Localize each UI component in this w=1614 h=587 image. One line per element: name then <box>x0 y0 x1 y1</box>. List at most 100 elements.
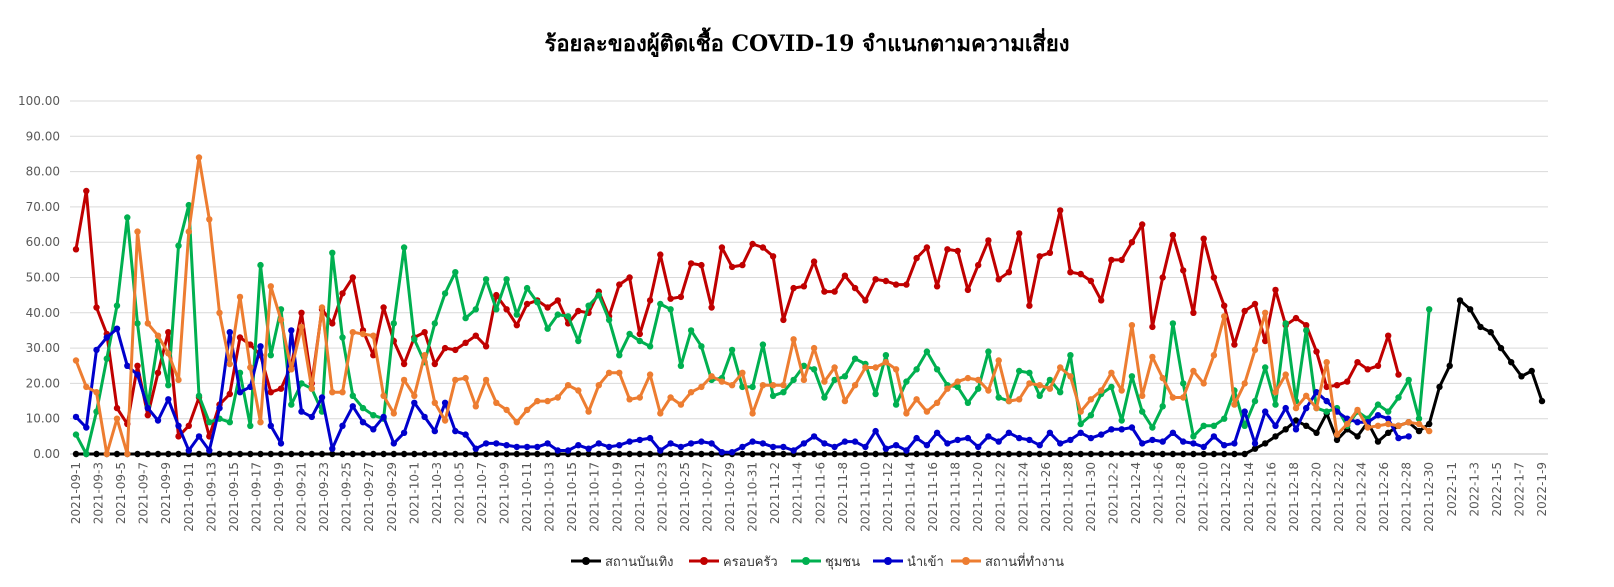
data-point <box>575 307 582 315</box>
y-tick-label: 50.00 <box>26 271 60 285</box>
x-tick-label: 2021-12-10 <box>1197 462 1211 532</box>
data-point <box>1374 362 1382 369</box>
data-point <box>1057 389 1064 396</box>
data-point <box>380 304 387 311</box>
data-point <box>769 253 777 260</box>
data-point <box>800 450 808 458</box>
data-point <box>1210 450 1218 458</box>
data-point <box>236 450 244 458</box>
data-point <box>1190 433 1197 440</box>
x-tick-label: 2021-09-3 <box>92 462 106 524</box>
data-point <box>421 329 428 336</box>
data-point <box>1118 387 1125 394</box>
data-point <box>800 362 808 369</box>
data-point <box>165 450 172 458</box>
y-tick-label: 80.00 <box>26 165 60 179</box>
data-point <box>892 442 900 449</box>
data-point <box>1139 408 1146 415</box>
data-point <box>1323 397 1330 405</box>
data-point <box>175 376 182 384</box>
data-point <box>349 274 356 281</box>
data-point <box>575 387 582 394</box>
data-point <box>1292 426 1300 433</box>
data-point <box>72 450 80 458</box>
y-tick-label: 60.00 <box>26 235 60 249</box>
data-point <box>1415 415 1423 422</box>
data-point <box>1149 424 1156 431</box>
data-point <box>1128 239 1136 246</box>
data-point <box>288 450 295 458</box>
data-point <box>534 450 541 458</box>
data-point <box>913 434 920 442</box>
data-point <box>1067 269 1074 276</box>
data-point <box>1108 369 1115 376</box>
data-point <box>1405 419 1412 426</box>
data-point <box>954 378 961 385</box>
x-tick-label: 2021-12-12 <box>1219 462 1233 532</box>
x-tick-label: 2021-12-6 <box>1152 462 1166 524</box>
data-point <box>1149 323 1156 331</box>
data-point <box>1364 366 1371 373</box>
x-tick-label: 2022-1-3 <box>1467 462 1481 516</box>
data-point <box>544 304 551 311</box>
data-point <box>1036 382 1043 389</box>
x-tick-label: 2021-11-6 <box>813 462 827 524</box>
data-point <box>206 216 213 223</box>
data-point <box>841 450 849 458</box>
data-point <box>165 396 172 403</box>
data-point <box>585 302 592 309</box>
data-point <box>1005 429 1013 436</box>
data-point <box>113 450 121 458</box>
data-point <box>452 376 459 384</box>
data-point <box>1128 450 1136 458</box>
data-point <box>411 336 418 343</box>
data-point <box>1026 369 1033 376</box>
x-tick-label: 2021-10-7 <box>475 462 489 524</box>
data-point <box>72 246 80 253</box>
data-point <box>1385 420 1392 428</box>
data-point <box>554 311 561 318</box>
data-point <box>1251 300 1259 308</box>
data-point <box>933 399 941 406</box>
data-point <box>1036 442 1043 449</box>
x-tick-label: 2021-12-30 <box>1422 462 1436 532</box>
x-tick-label: 2021-10-19 <box>610 462 624 532</box>
x-tick-label: 2021-10-13 <box>543 462 557 532</box>
data-point <box>216 404 223 412</box>
data-point <box>954 247 961 255</box>
data-point <box>1005 450 1013 458</box>
data-point <box>318 450 326 458</box>
data-point <box>810 433 818 440</box>
data-point <box>288 401 295 408</box>
data-point <box>472 306 479 313</box>
data-point <box>236 334 244 341</box>
data-point <box>975 385 982 392</box>
data-point <box>810 450 818 458</box>
data-point <box>544 440 551 447</box>
data-point <box>841 397 849 405</box>
data-point <box>605 450 613 458</box>
data-point <box>1210 433 1218 440</box>
data-point <box>944 246 951 253</box>
data-point <box>985 450 992 458</box>
data-point <box>769 450 777 458</box>
x-tick-label: 2021-12-24 <box>1355 462 1369 532</box>
data-point <box>472 332 479 339</box>
x-tick-label: 2021-12-2 <box>1106 462 1120 524</box>
data-point <box>575 337 582 345</box>
data-point <box>698 383 705 391</box>
data-point <box>472 450 479 458</box>
x-tick-label: 2021-09-7 <box>137 462 151 524</box>
data-point <box>636 436 643 444</box>
data-point <box>626 438 633 445</box>
data-point <box>503 442 510 449</box>
data-point <box>1118 426 1125 433</box>
x-tick-label: 2021-10-3 <box>430 462 444 524</box>
data-point <box>1262 440 1269 447</box>
data-point <box>1169 429 1177 436</box>
data-point <box>1292 404 1300 412</box>
data-point <box>472 445 479 452</box>
data-point <box>892 401 900 408</box>
data-point <box>1446 362 1453 369</box>
y-tick-label: 40.00 <box>26 306 60 320</box>
